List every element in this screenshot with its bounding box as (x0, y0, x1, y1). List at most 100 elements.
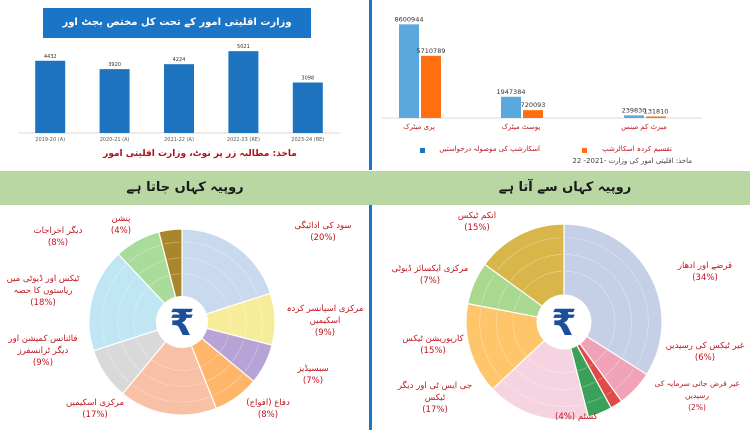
revenue-slice-texture (479, 308, 502, 379)
budget-title-box: وزارت اقلیتی امور کے تحت کل مختص بجٹ اور… (43, 8, 311, 58)
label-pension-text: پنشن (111, 214, 131, 224)
spending-slice-texture (201, 353, 219, 367)
green-band (0, 171, 750, 205)
revenue-slice-texture (497, 237, 562, 271)
spending-slice-texture (243, 303, 247, 337)
revenue-slice-texture (589, 363, 593, 367)
scholarship-bar (523, 110, 543, 118)
label-excise: مرکزی ایکسائز ڈیوٹی (7%) (387, 263, 473, 287)
label-defence: دفاع (افواج) (8%) (225, 397, 311, 421)
budget-bar-value: 3098 (301, 76, 314, 82)
spending-title: روپیہ کہاں جاتا ہے (126, 180, 244, 195)
label-gst: جی ایس ٹی اور دیگر ٹیکس (17%) (392, 380, 478, 416)
label-income-tax: انکم ٹیکس (15%) (434, 210, 520, 234)
scholarship-bar-value: 1947384 (497, 88, 526, 96)
legend-swatch-distributed (582, 148, 587, 153)
rupee-icon: ₹ (551, 303, 576, 344)
scholarship-bar-value: 131810 (644, 108, 669, 116)
spending-slice (181, 228, 272, 323)
budget-tick-label: 2020-21 (A) (100, 137, 130, 143)
label-css: مرکزی اسپانسر کردہ اسکیمیں (9%) (282, 303, 368, 339)
label-gst-pct: (17%) (422, 405, 448, 415)
revenue-slice-texture (606, 391, 612, 395)
budget-bar-value: 5021 (237, 44, 250, 50)
label-other-expenditure: دیگر اخراجات (8%) (15, 225, 101, 249)
spending-slice-texture (117, 276, 137, 341)
spending-slice-texture (258, 299, 263, 340)
label-defence-pct: (8%) (257, 410, 279, 420)
scholarship-bar (646, 116, 666, 118)
spending-slice-texture (183, 257, 243, 301)
scholarship-bar-value: 720093 (521, 101, 546, 109)
label-central-schemes-text: مرکزی اسکیمیں (65, 398, 125, 408)
spending-slice-texture (121, 343, 140, 371)
scholarship-bar (501, 96, 521, 118)
budget-title: وزارت اقلیتی امور کے تحت کل مختص بجٹ اور… (62, 17, 292, 58)
spending-slice-texture (207, 364, 231, 382)
spending-slice-texture (101, 265, 126, 345)
label-customs: (4%) کسٹم (555, 412, 615, 422)
label-finance-commission-text: فائنانس کمیشن اور دیگر ٹرانسفرز (8, 334, 78, 356)
revenue-slice-texture (497, 283, 509, 308)
label-income-tax-pct: (15%) (464, 223, 490, 233)
label-gst-text: جی ایس ٹی اور دیگر ٹیکس (397, 381, 473, 403)
spending-slice-texture (228, 308, 231, 333)
budget-tick-label: 2021-22 (A) (164, 137, 194, 143)
scholarship-bar (421, 55, 441, 118)
revenue-slice-texture (515, 369, 579, 390)
spending-slice-texture (244, 344, 260, 372)
scholarship-category-label: پری میٹرک (403, 123, 435, 131)
label-subsidies-text: سبسیڈیز (297, 364, 329, 374)
budget-bar-value: 4432 (44, 54, 57, 60)
revenue-slice-texture (565, 270, 616, 349)
revenue-pie: ₹ (465, 223, 663, 421)
revenue-slice-texture (512, 313, 527, 356)
top-divider (369, 0, 372, 170)
revenue-slice-texture (481, 274, 495, 304)
bottom-divider (369, 205, 372, 430)
spending-slice-texture (132, 384, 210, 403)
spending-slice-texture (167, 257, 181, 260)
label-borrowings-text: قرضے اور ادھار (677, 261, 733, 271)
revenue-slice-texture (504, 381, 583, 407)
label-css-text: مرکزی اسپانسر کردہ اسکیمیں (286, 304, 364, 326)
spending-slice-texture (142, 372, 204, 387)
spending-slice-texture (152, 359, 199, 371)
budget-bar-value: 3920 (108, 62, 121, 68)
scholarship-bar (399, 24, 419, 118)
budget-tick-label: 2022-23 (RE) (227, 137, 260, 143)
revenue-slice-texture (566, 254, 632, 357)
budget-bar (164, 64, 194, 133)
spending-slice-texture (219, 335, 229, 352)
spending-panel: ₹ سود کی ادائیگی (20%) مرکزی اسپانسر کرد… (0, 205, 368, 430)
rupee-icon: ₹ (169, 303, 194, 344)
label-borrowings: قرضے اور ادھار (34%) (662, 260, 748, 284)
revenue-slice-texture (513, 293, 523, 312)
label-income-tax-text: انکم ٹیکس (457, 211, 497, 221)
scholarship-legend: اسکارشپ کی موصولہ درخواستیں تقسیم کردہ ا… (412, 145, 712, 157)
label-defence-text: دفاع (افواج) (246, 398, 290, 408)
label-corporation-tax-pct: (15%) (420, 346, 446, 356)
label-states-share-pct: (18%) (30, 298, 56, 308)
scholarship-bar-value: 5710789 (417, 47, 446, 55)
scholarship-panel: 8600944 5710789 پری میٹرک 1947384 720093 پوسٹ… (372, 0, 750, 170)
scholarship-category-label: میرٹ کم مینس (621, 123, 667, 131)
revenue-center-disc (536, 294, 592, 350)
revenue-slice-texture (605, 359, 621, 376)
revenue-slice-texture (496, 311, 514, 367)
spending-slice-texture (106, 348, 130, 383)
label-excise-text: مرکزی ایکسائز ڈیوٹی (391, 264, 469, 274)
spending-slice (121, 320, 218, 416)
legend-label-distributed: تقسیم کردہ اسکالرشپ (602, 145, 672, 153)
revenue-slice-texture (598, 377, 603, 381)
label-non-tax-text: غیر ٹیکس کی رسیدیں (665, 341, 745, 351)
scholarship-source: ماخذ: اقلیتی امور کی وزارت -2021- 22 (572, 157, 692, 165)
spending-slice-texture (128, 244, 160, 263)
revenue-slice-texture (566, 237, 649, 366)
budget-bar (292, 82, 323, 133)
label-interest: سود کی ادائیگی (20%) (280, 220, 366, 244)
spending-slice-texture (133, 287, 149, 336)
label-customs-text: کسٹم (577, 412, 598, 422)
label-pension: پنشن (4%) (78, 213, 164, 237)
revenue-slice-texture (615, 369, 635, 389)
